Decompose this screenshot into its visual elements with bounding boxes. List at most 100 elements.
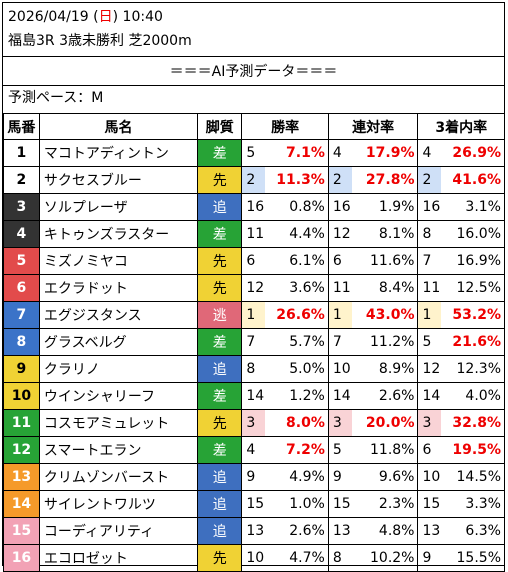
win-rank: 6 xyxy=(241,247,266,275)
place2-rank: 6 xyxy=(327,247,352,275)
horse-name: サクセスブルー xyxy=(38,166,199,194)
race-date: 2026/04/19 xyxy=(8,9,89,25)
horse-number: 13 xyxy=(3,463,40,491)
race-time: 10:40 xyxy=(122,9,163,25)
col-header-place2: 連対率 xyxy=(327,113,419,140)
win-rank: 3 xyxy=(241,409,266,437)
horse-number: 7 xyxy=(3,301,40,329)
place3-rate: 16.0% xyxy=(441,220,506,248)
place3-rank: 5 xyxy=(417,328,442,356)
place3-rate: 26.9% xyxy=(441,139,506,167)
win-rank: 12 xyxy=(241,274,266,302)
place2-rank: 13 xyxy=(327,517,352,545)
win-rank: 7 xyxy=(241,328,266,356)
col-header-num: 馬番 xyxy=(3,113,40,140)
running-style: 差 xyxy=(197,382,243,410)
place2-rate: 11.8% xyxy=(351,436,419,464)
win-rate: 1.0% xyxy=(265,490,329,518)
running-style: 差 xyxy=(197,328,243,356)
place2-rank: 1 xyxy=(327,301,352,329)
running-style: 追 xyxy=(197,490,243,518)
horse-number: 1 xyxy=(3,139,40,167)
place3-rank: 8 xyxy=(417,220,442,248)
place3-rank: 3 xyxy=(417,409,442,437)
place3-rate: 3.3% xyxy=(441,490,506,518)
place3-rate: 12.5% xyxy=(441,274,506,302)
running-style: 先 xyxy=(197,544,243,572)
place3-rank: 15 xyxy=(417,490,442,518)
place2-rate: 2.6% xyxy=(351,382,419,410)
place2-rank: 12 xyxy=(327,220,352,248)
win-rank: 9 xyxy=(241,463,266,491)
table-header-row: 馬番 馬名 脚質 勝率 連対率 3着内率 xyxy=(3,113,505,140)
table-row: 13 クリムゾンバースト追 9 4.9% 9 9.6% 10 14.5% xyxy=(3,463,506,491)
place2-rate: 9.6% xyxy=(351,463,419,491)
win-rank: 13 xyxy=(241,517,266,545)
horse-number: 3 xyxy=(3,193,40,221)
place3-rate: 41.6% xyxy=(441,166,506,194)
col-header-style: 脚質 xyxy=(197,113,243,140)
horse-number: 5 xyxy=(3,247,40,275)
win-rank: 14 xyxy=(241,382,266,410)
horse-name: グラスベルグ xyxy=(38,328,199,356)
place3-rate: 16.9% xyxy=(441,247,506,275)
table-row: 6 エクラドット先 12 3.6% 11 8.4% 11 12.5% xyxy=(3,274,506,302)
horse-name: ソルプレーザ xyxy=(38,193,199,221)
place2-rate: 8.4% xyxy=(351,274,419,302)
place3-rate: 53.2% xyxy=(441,301,506,329)
running-style: 先 xyxy=(197,247,243,275)
place3-rank: 9 xyxy=(417,544,442,572)
horse-name: ウインシャリーフ xyxy=(38,382,199,410)
predicted-pace: 予測ペース：M xyxy=(8,90,104,106)
win-rate: 4.4% xyxy=(265,220,329,248)
win-rank: 2 xyxy=(241,166,266,194)
place2-rank: 3 xyxy=(327,409,352,437)
win-rate: 8.0% xyxy=(265,409,329,437)
place3-rate: 19.5% xyxy=(441,436,506,464)
win-rate: 5.0% xyxy=(265,355,329,383)
table-row: 7 エグジスタンス逃 1 26.6% 1 43.0% 1 53.2% xyxy=(3,301,506,329)
horse-name: マコトアディントン xyxy=(38,139,199,167)
win-rank: 10 xyxy=(241,544,266,572)
place2-rank: 15 xyxy=(327,490,352,518)
place2-rank: 11 xyxy=(327,274,352,302)
table-row: 10 ウインシャリーフ差 14 1.2% 14 2.6% 14 4.0% xyxy=(3,382,506,410)
horse-number: 8 xyxy=(3,328,40,356)
win-rate: 1.2% xyxy=(265,382,329,410)
horse-name: スマートエラン xyxy=(38,436,199,464)
win-rate: 0.8% xyxy=(265,193,329,221)
win-rank: 16 xyxy=(241,193,266,221)
race-day-label: 日 xyxy=(98,9,113,25)
horse-name: クラリノ xyxy=(38,355,199,383)
running-style: 先 xyxy=(197,409,243,437)
place3-rank: 4 xyxy=(417,139,442,167)
running-style: 先 xyxy=(197,166,243,194)
place3-rate: 6.3% xyxy=(441,517,506,545)
place2-rank: 8 xyxy=(327,544,352,572)
place2-rank: 2 xyxy=(327,166,352,194)
place2-rank: 4 xyxy=(327,139,352,167)
horse-name: ミズノミヤコ xyxy=(38,247,199,275)
win-rate: 5.7% xyxy=(265,328,329,356)
win-rate: 3.6% xyxy=(265,274,329,302)
race-day: (日) xyxy=(93,9,119,25)
place2-rank: 14 xyxy=(327,382,352,410)
win-rank: 5 xyxy=(241,139,266,167)
win-rank: 1 xyxy=(241,301,266,329)
horse-number: 14 xyxy=(3,490,40,518)
place3-rank: 11 xyxy=(417,274,442,302)
win-rate: 11.3% xyxy=(265,166,329,194)
place2-rate: 43.0% xyxy=(351,301,419,329)
win-rank: 15 xyxy=(241,490,266,518)
table-row: 3 ソルプレーザ追 16 0.8% 16 1.9% 16 3.1% xyxy=(3,193,506,221)
place2-rate: 17.9% xyxy=(351,139,419,167)
horse-name: サイレントワルツ xyxy=(38,490,199,518)
horse-number: 10 xyxy=(3,382,40,410)
table-row: 14 サイレントワルツ追 15 1.0% 15 2.3% 15 3.3% xyxy=(3,490,506,518)
table-row: 16 エコロゼット先 10 4.7% 8 10.2% 9 15.5% xyxy=(3,544,506,572)
table-row: 15 コーディアリティ追 13 2.6% 13 4.8% 13 6.3% xyxy=(3,517,506,545)
place2-rate: 2.3% xyxy=(351,490,419,518)
place3-rank: 14 xyxy=(417,382,442,410)
horse-number: 16 xyxy=(3,544,40,572)
